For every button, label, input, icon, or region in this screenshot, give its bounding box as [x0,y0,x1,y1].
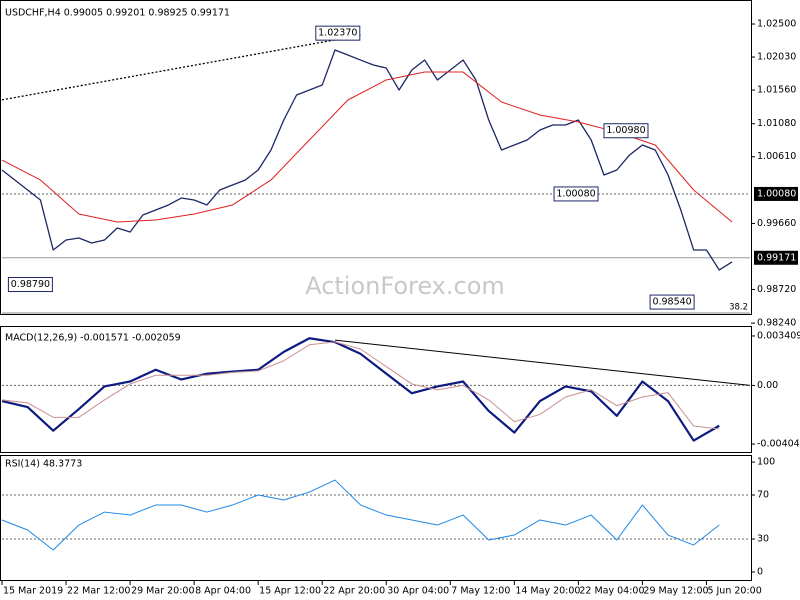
macd-panel [0,326,752,453]
x-tick-label: 14 May 20:00 [515,586,580,597]
annotation-label: 0.98790 [11,279,50,290]
trendline [1,34,361,101]
y-tick-label: 1.02500 [757,19,796,30]
x-tick-label: 5 Jun 20:00 [707,586,761,597]
y-tick-label: 0.003409 [757,330,800,341]
price-panel [0,0,752,315]
x-tick-label: 8 Apr 04:00 [195,586,251,597]
y-tick-label: 30 [757,533,769,544]
x-tick-label: 22 Mar 12:00 [67,586,130,597]
watermark: ActionForex.com [305,272,505,300]
x-tick-label: 29 May 12:00 [643,586,708,597]
price-label-box [754,250,798,265]
fib-label: 38.2 [729,302,748,312]
annotation-box [7,277,53,293]
annotation-label: 1.00980 [606,125,645,136]
x-tick-label: 22 Apr 20:00 [323,586,385,597]
series-line [1,49,733,271]
x-tick-label: 15 Mar 2019 [3,586,63,597]
x-tick-label: 15 Apr 12:00 [259,586,321,597]
y-tick-label: 100 [757,457,775,468]
panel-title: USDCHF,H4 0.99005 0.99201 0.98925 0.9917… [5,8,230,19]
panel-title: MACD(12,26,9) -0.001571 -0.002059 [5,333,181,344]
y-tick-label: 0.98240 [757,318,796,329]
panel-title: RSI(14) 48.3773 [5,459,82,470]
rsi-panel [0,455,752,581]
y-tick-label: 0.99660 [757,218,796,229]
annotation-box [603,123,649,139]
y-tick-label: -0.004043 [757,439,800,450]
annotation-box [553,186,599,202]
annotation-label: 0.98540 [652,297,691,308]
y-tick-label: 0.98720 [757,284,796,295]
series-line [1,341,720,430]
x-tick-label: 7 May 12:00 [451,586,510,597]
trendline [334,339,751,386]
y-tick-label: 1.01080 [757,118,796,129]
annotation-box [315,25,361,41]
series-line [1,71,733,223]
y-tick-label: 0 [757,566,763,577]
y-tick-label: 1.02030 [757,52,796,63]
y-tick-label: 70 [757,490,769,501]
price-label-box [754,186,798,201]
y-tick-label: 0.00 [757,380,778,391]
annotation-label: 1.00080 [556,188,595,199]
annotation-box [649,294,695,310]
y-tick-label: 1.00610 [757,151,796,162]
annotation-label: 1.02370 [318,28,357,39]
series-line [1,479,720,551]
x-tick-label: 22 May 04:00 [579,586,644,597]
y-tick-label: 1.01560 [757,85,796,96]
price-label: 0.99171 [757,252,796,263]
series-line [1,337,720,442]
price-label: 1.00080 [757,188,796,199]
x-tick-label: 29 Mar 20:00 [131,586,194,597]
x-tick-label: 30 Apr 04:00 [387,586,449,597]
